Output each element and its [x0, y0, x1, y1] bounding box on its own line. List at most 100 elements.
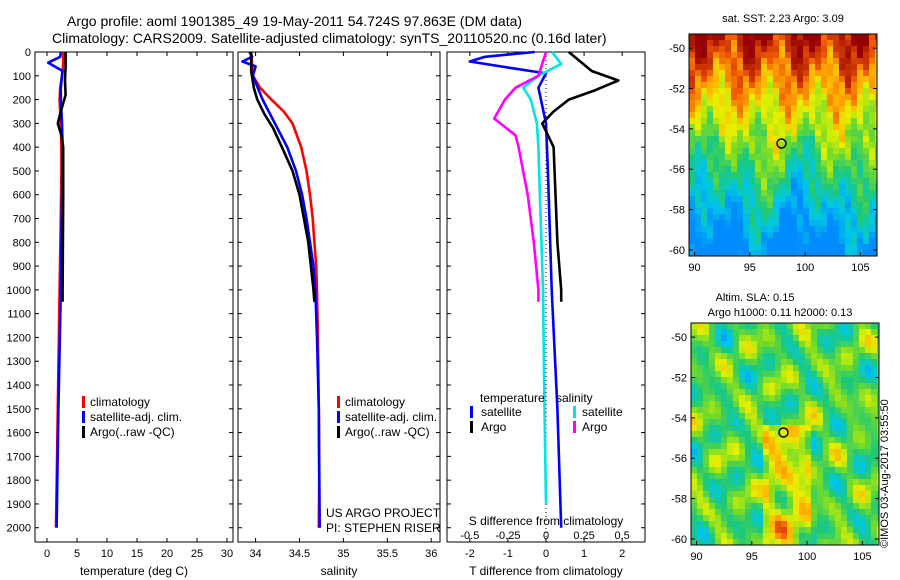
- heatmap-cell: [809, 184, 815, 190]
- heatmap-cell: [833, 76, 839, 82]
- heatmap-cell: [787, 407, 793, 413]
- heatmap-cell: [709, 539, 715, 545]
- heatmap-cell: [809, 214, 815, 220]
- heatmap-cell: [815, 40, 821, 46]
- heatmap-cell: [827, 226, 833, 232]
- heatmap-cell: [847, 533, 853, 539]
- heatmap-cell: [733, 431, 739, 437]
- heatmap-cell: [859, 461, 865, 467]
- heatmap-cell: [745, 443, 751, 449]
- heatmap-cell: [785, 52, 791, 58]
- heatmap-cell: [785, 190, 791, 196]
- heatmap-cell: [823, 461, 829, 467]
- heatmap-cell: [737, 70, 743, 76]
- heatmap-cell: [725, 214, 731, 220]
- heatmap-cell: [845, 142, 851, 148]
- heatmap-cell: [865, 443, 871, 449]
- heatmap-cell: [809, 76, 815, 82]
- heatmap-cell: [695, 34, 701, 40]
- heatmap-cell: [863, 160, 869, 166]
- heatmap-cell: [877, 407, 879, 413]
- heatmap-cell: [691, 377, 697, 383]
- heatmap-cell: [793, 347, 799, 353]
- heatmap-cell: [833, 142, 839, 148]
- heatmap-cell: [787, 515, 793, 521]
- heatmap-cell: [689, 58, 695, 64]
- heatmap-cell: [697, 491, 703, 497]
- heatmap-cell: [781, 527, 787, 533]
- heatmap-cell: [851, 148, 857, 154]
- heatmap-cell: [853, 485, 859, 491]
- heatmap-cell: [781, 389, 787, 395]
- heatmap-cell: [835, 449, 841, 455]
- heatmap-cell: [703, 389, 709, 395]
- heatmap-cell: [875, 82, 877, 88]
- heatmap-cell: [709, 425, 715, 431]
- heatmap-cell: [875, 154, 877, 160]
- heatmap-cell: [691, 509, 697, 515]
- heatmap-cell: [779, 226, 785, 232]
- heatmap-cell: [763, 533, 769, 539]
- heatmap-cell: [785, 232, 791, 238]
- heatmap-cell: [775, 527, 781, 533]
- heatmap-cell: [853, 497, 859, 503]
- heatmap-cell: [773, 250, 779, 256]
- heatmap-cell: [727, 485, 733, 491]
- heatmap-cell: [817, 473, 823, 479]
- heatmap-cell: [773, 46, 779, 52]
- heatmap-cell: [769, 449, 775, 455]
- heatmap-cell: [821, 46, 827, 52]
- heatmap-cell: [775, 323, 781, 329]
- heatmap-cell: [841, 401, 847, 407]
- heatmap-cell: [779, 142, 785, 148]
- heatmap-cell: [689, 232, 695, 238]
- heatmap-cell: [751, 401, 757, 407]
- heatmap-cell: [779, 148, 785, 154]
- heatmap-cell: [767, 118, 773, 124]
- heatmap-cell: [701, 160, 707, 166]
- heatmap-cell: [833, 208, 839, 214]
- heatmap-cell: [857, 244, 863, 250]
- heatmap-cell: [809, 220, 815, 226]
- heatmap-cell: [709, 353, 715, 359]
- heatmap-cell: [745, 323, 751, 329]
- heatmap-cell: [709, 335, 715, 341]
- heatmap-cell: [745, 365, 751, 371]
- heatmap-cell: [827, 238, 833, 244]
- heatmap-cell: [695, 124, 701, 130]
- y-tick-label: 800: [13, 237, 31, 249]
- heatmap-cell: [757, 479, 763, 485]
- heatmap-cell: [851, 190, 857, 196]
- heatmap-cell: [793, 467, 799, 473]
- heatmap-cell: [691, 521, 697, 527]
- heatmap-cell: [829, 323, 835, 329]
- heatmap-cell: [769, 509, 775, 515]
- heatmap-cell: [787, 431, 793, 437]
- heatmap-cell: [877, 479, 879, 485]
- heatmap-cell: [689, 64, 695, 70]
- heatmap-cell: [749, 220, 755, 226]
- heatmap-cell: [827, 178, 833, 184]
- heatmap-cell: [821, 142, 827, 148]
- heatmap-cell: [721, 341, 727, 347]
- heatmap-cell: [689, 208, 695, 214]
- heatmap-cell: [857, 100, 863, 106]
- heatmap-cell: [775, 479, 781, 485]
- heatmap-cell: [835, 425, 841, 431]
- heatmap-cell: [707, 226, 713, 232]
- heatmap-cell: [829, 413, 835, 419]
- s-tick-label: -0.5: [460, 530, 479, 542]
- heatmap-cell: [859, 323, 865, 329]
- y-tick-label: -50: [671, 332, 687, 344]
- heatmap-cell: [833, 166, 839, 172]
- heatmap-cell: [811, 425, 817, 431]
- heatmap-cell: [799, 413, 805, 419]
- heatmap-cell: [823, 533, 829, 539]
- heatmap-cell: [799, 353, 805, 359]
- heatmap-cell: [781, 377, 787, 383]
- heatmap-cell: [727, 503, 733, 509]
- heatmap-cell: [749, 232, 755, 238]
- heatmap-cell: [821, 244, 827, 250]
- heatmap-cell: [875, 124, 877, 130]
- heatmap-cell: [713, 46, 719, 52]
